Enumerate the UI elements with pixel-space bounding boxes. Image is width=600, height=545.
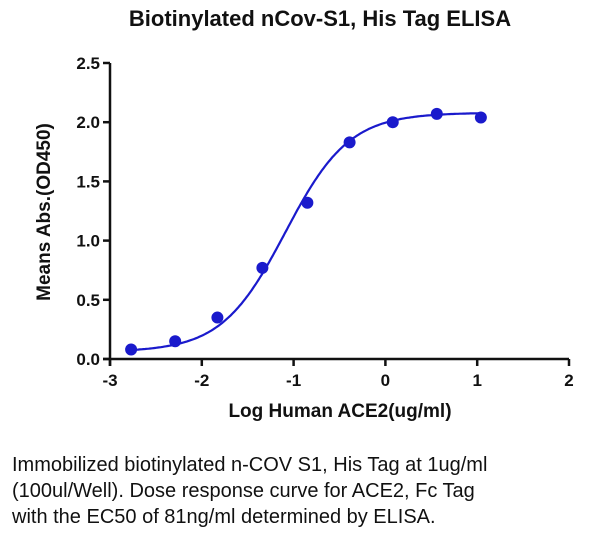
caption-line: with the EC50 of 81ng/ml determined by E…	[12, 506, 436, 528]
chart-plot: 0.0 0.5 1.0 1.5 2.0 2.5 -3 -2 -1 0 1 2 Means Abs.(O…	[34, 54, 574, 422]
x-tick-label: -2	[194, 371, 209, 390]
data-point	[301, 196, 314, 209]
x-tick-label: 0	[381, 371, 390, 390]
x-tick-label: -1	[286, 371, 301, 390]
data-point	[211, 311, 224, 324]
y-tick-label: 0.5	[76, 291, 100, 310]
data-point	[430, 107, 443, 120]
fit-curve	[131, 112, 481, 352]
y-tick-label: 2.5	[76, 54, 100, 73]
y-axis-label: Means Abs.(OD450)	[34, 123, 55, 301]
chart-title: Biotinylated nCov-S1, His Tag ELISA	[128, 6, 512, 31]
data-point	[386, 116, 399, 129]
data-point	[256, 261, 269, 274]
y-tick-label: 1.0	[76, 232, 100, 251]
y-tick-label: 1.5	[76, 172, 100, 191]
data-point	[169, 335, 182, 348]
caption-line: (100ul/Well). Dose response curve for AC…	[12, 480, 475, 502]
x-tick-label: -3	[102, 371, 117, 390]
data-point	[343, 136, 356, 149]
data-points	[125, 107, 487, 356]
y-tick-label: 0.0	[76, 350, 100, 369]
y-tick-label: 2.0	[76, 113, 100, 132]
figure-caption: Immobilized biotinylated n-COV S1, His T…	[12, 452, 592, 530]
x-axis-label: Log Human ACE2(ug/ml)	[228, 401, 451, 422]
data-point	[474, 111, 487, 124]
data-point	[125, 343, 138, 356]
x-tick-label: 2	[564, 371, 573, 390]
axes: 0.0 0.5 1.0 1.5 2.0 2.5 -3 -2 -1 0 1 2	[76, 54, 573, 390]
x-tick-label: 1	[472, 371, 481, 390]
caption-line: Immobilized biotinylated n-COV S1, His T…	[12, 454, 488, 476]
